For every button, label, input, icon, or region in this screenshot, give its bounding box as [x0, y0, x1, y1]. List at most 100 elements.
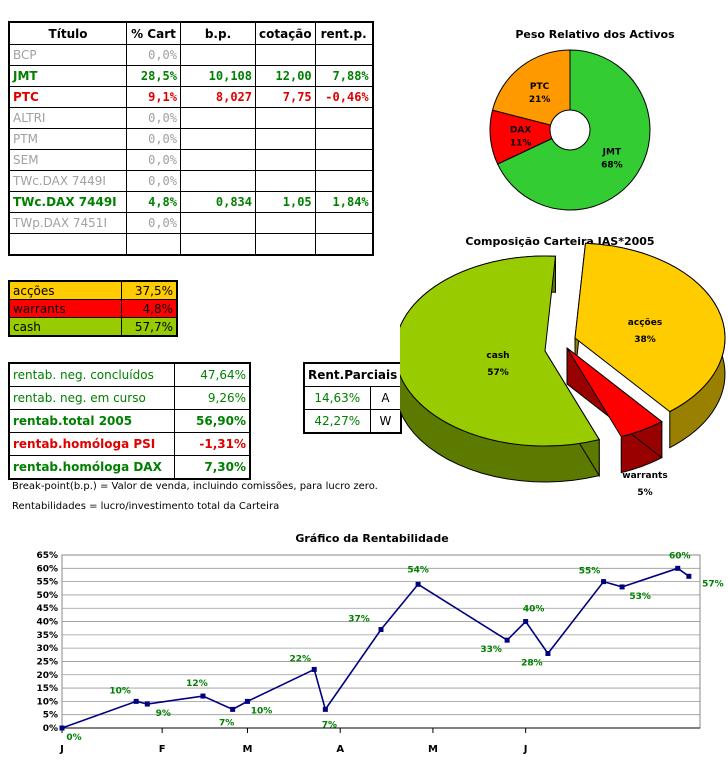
data-label: 7% — [322, 720, 337, 730]
data-label: 53% — [629, 592, 651, 602]
returns-value: -1,31% — [174, 432, 251, 456]
chart-title: Gráfico da Rentabilidade — [295, 532, 448, 545]
holding-pct: 28,5% — [126, 65, 181, 87]
slice-label: warrants — [622, 471, 667, 481]
y-tick-label: 5% — [43, 711, 58, 721]
holding-rent — [314, 170, 374, 192]
holding-name: PTM — [8, 128, 127, 150]
allocation-row: acções 37,5% — [8, 280, 178, 300]
returns-value: 7,30% — [174, 455, 251, 480]
slice-label: cash — [486, 351, 509, 361]
partial-value: 14,63% — [303, 386, 371, 410]
data-label: 33% — [480, 645, 502, 655]
partial-code: W — [369, 409, 402, 434]
holding-name: ALTRI — [8, 107, 127, 129]
slice-label: JMT — [602, 148, 622, 158]
y-tick-label: 65% — [36, 551, 58, 561]
holdings-row: SEM 0,0% — [8, 149, 374, 171]
x-tick-label: M — [428, 744, 438, 755]
data-point — [378, 627, 384, 633]
slice-value: 21% — [529, 95, 551, 105]
holdings-row: TWc.DAX 7449I 4,8% 0,834 1,05 1,84% — [8, 191, 374, 213]
holding-pct: 9,1% — [126, 86, 181, 108]
allocation-value: 37,5% — [121, 280, 178, 300]
holding-cot: 12,00 — [255, 65, 316, 87]
holding-name: TWp.DAX 7451I — [8, 212, 127, 234]
holding-rent — [314, 149, 374, 171]
holding-pct: 0,0% — [126, 44, 181, 66]
holdings-row: TWc.DAX 7449I 0,0% — [8, 170, 374, 192]
holding-rent — [314, 212, 374, 234]
holding-cot: 7,75 — [255, 86, 316, 108]
holding-cot — [255, 44, 316, 66]
returns-body: rentab. neg. concluídos 47,64% rentab. neg… — [8, 362, 251, 480]
allocation-row: cash 57,7% — [8, 317, 178, 337]
holding-name: BCP — [8, 44, 127, 66]
y-tick-label: 0% — [43, 724, 58, 734]
returns-row: rentab. neg. concluídos 47,64% — [8, 362, 251, 387]
holdings-row: JMT 28,5% 10,108 12,00 7,88% — [8, 65, 374, 87]
y-tick-label: 45% — [36, 604, 58, 614]
holdings-row: TWp.DAX 7451I 0,0% — [8, 212, 374, 234]
holding-cot: 1,05 — [255, 191, 316, 213]
returns-label: rentab.total 2005 — [8, 409, 175, 433]
allocation-table: acções 37,5% warrants 4,8% cash 57,7% — [8, 280, 178, 337]
partial-header: Rent.Parciais — [303, 362, 402, 387]
data-label: 57% — [702, 579, 724, 589]
data-point — [133, 698, 139, 704]
data-label: 28% — [521, 658, 543, 668]
holding-cot — [255, 149, 316, 171]
data-point — [619, 584, 625, 590]
data-point — [675, 565, 681, 571]
holdings-row: PTC 9,1% 8,027 7,75 -0,46% — [8, 86, 374, 108]
pie-chart-assets: Peso Relativo dos Activos JMT 68% DAX 11% PTC… — [489, 28, 675, 211]
data-point — [523, 619, 529, 625]
slice-value: 38% — [634, 335, 656, 345]
holding-cot — [255, 170, 316, 192]
holding-name: TWc.DAX 7449I — [8, 170, 127, 192]
slice-label: acções — [628, 318, 662, 328]
data-label: 37% — [348, 615, 370, 625]
holding-name: TWc.DAX 7449I — [8, 191, 127, 213]
line-chart-returns: Gráfico da Rentabilidade 0% 5% 10% 15% 20% 25%… — [36, 532, 724, 755]
holding-pct: 0,0% — [126, 212, 181, 234]
returns-label: rentab. neg. concluídos — [8, 362, 175, 387]
holding-cot — [255, 128, 316, 150]
data-label: 22% — [289, 654, 311, 664]
holding-bp — [180, 170, 256, 192]
partial-value: 42,27% — [303, 409, 371, 434]
returns-row: rentab.homóloga PSI -1,31% — [8, 432, 251, 456]
y-tick-label: 55% — [36, 578, 58, 588]
pie-hole — [549, 109, 591, 151]
returns-label: rentab. neg. em curso — [8, 386, 175, 410]
pie-slice — [566, 347, 663, 438]
x-tick-label: A — [336, 744, 344, 755]
returns-row: rentab. neg. em curso 9,26% — [8, 386, 251, 410]
holding-rent — [314, 44, 374, 66]
data-point — [415, 581, 421, 587]
holding-cot — [255, 233, 316, 256]
allocation-value: 57,7% — [121, 317, 178, 337]
allocation-body: acções 37,5% warrants 4,8% cash 57,7% — [8, 280, 178, 337]
holding-cot — [255, 107, 316, 129]
holding-rent: 1,84% — [314, 191, 374, 213]
holding-pct: 0,0% — [126, 170, 181, 192]
note-break-point: Break-point(b.p.) = Valor de venda, incl… — [12, 481, 378, 492]
data-label: 54% — [407, 565, 429, 575]
y-tick-label: 30% — [36, 644, 58, 654]
allocation-value: 4,8% — [121, 299, 178, 318]
x-tick-label: F — [159, 744, 166, 755]
slice-label: DAX — [510, 126, 531, 136]
x-tick-label: J — [523, 744, 528, 755]
holding-pct: 4,8% — [126, 191, 181, 213]
pie-slice — [400, 255, 601, 447]
data-point — [230, 706, 236, 712]
y-tick-label: 50% — [36, 591, 58, 601]
x-tick-label: J — [59, 744, 64, 755]
holdings-body: BCP 0,0% JMT 28,5% 10,108 12,00 7,88% PTC 9,1% 8,… — [8, 44, 374, 256]
holding-rent — [314, 107, 374, 129]
holding-pct — [126, 233, 181, 256]
allocation-label: warrants — [8, 299, 122, 318]
returns-row: rentab.homóloga DAX 7,30% — [8, 455, 251, 480]
note-rentabilidades: Rentabilidades = lucro/investimento tota… — [12, 501, 280, 512]
